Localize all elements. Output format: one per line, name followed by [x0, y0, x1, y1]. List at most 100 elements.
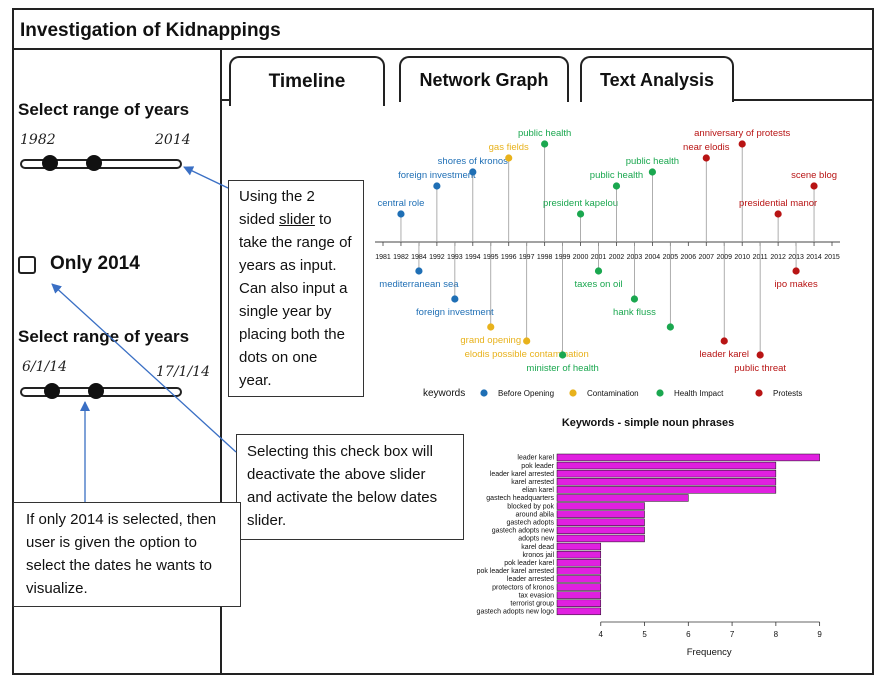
slider-note-text: Using the 2 sided — [239, 188, 315, 228]
tab-baseline — [222, 99, 230, 101]
bar — [556, 534, 645, 543]
bar — [556, 542, 602, 551]
timeline-event-point — [541, 140, 549, 148]
bar — [556, 550, 602, 559]
bar-category-label: pok leader — [521, 463, 554, 470]
timeline-legend-swatch — [656, 389, 664, 397]
timeline-event-point — [648, 168, 656, 176]
timeline-chart: 1981 1982 1984 1992 1993 1994 1995 1996 1997 1998… — [375, 128, 840, 399]
bar-category-label: pok leader karel arrested — [477, 568, 555, 575]
tab-timeline[interactable]: Timeline — [229, 56, 385, 106]
app-window — [12, 8, 874, 675]
bar — [556, 567, 602, 575]
bar — [556, 486, 777, 494]
bar — [556, 494, 689, 502]
year-min-label: 1982 — [20, 132, 56, 148]
date-range-slider[interactable] — [20, 383, 182, 399]
only-2014-label: Only 2014 — [50, 253, 140, 274]
timeline-legend-label: Before Opening — [498, 389, 554, 398]
bar — [556, 607, 602, 616]
bar-x-axis-label: Frequency — [687, 647, 732, 658]
bar — [556, 518, 645, 526]
year-max-label: 2014 — [155, 132, 191, 148]
bar-category-label: kronos jail — [522, 552, 554, 559]
timeline-year-label: 1982 — [393, 254, 409, 261]
timeline-event-label: gas fields — [489, 142, 529, 153]
year-slider-min-handle[interactable] — [42, 155, 58, 171]
timeline-event-point — [469, 168, 477, 176]
only-2014-checkbox[interactable] — [18, 256, 36, 274]
timeline-year-label: 1996 — [501, 254, 517, 261]
timeline-event-point — [487, 323, 495, 331]
slider-note-link: slider — [279, 211, 315, 228]
bar — [556, 453, 820, 462]
bar-category-label: gastech adopts — [507, 520, 555, 527]
timeline-event-label: minister of health — [526, 363, 598, 374]
bar — [556, 469, 777, 478]
timeline-event-point — [594, 267, 603, 275]
timeline-event-label: leader karel — [699, 349, 749, 360]
year-slider-max-handle[interactable] — [86, 155, 102, 171]
bar — [556, 478, 777, 486]
timeline-event-point — [397, 210, 405, 218]
timeline-event-point — [666, 323, 674, 331]
timeline-event-label: presidential manor — [739, 198, 817, 209]
bar-category-label: leader arrested — [507, 576, 554, 583]
timeline-year-label: 2006 — [681, 254, 697, 261]
tab-network-graph[interactable]: Network Graph — [399, 56, 569, 102]
checkbox-annotation: Selecting this check box will deactivate… — [236, 434, 464, 540]
bar-category-label: karel arrested — [511, 479, 554, 486]
bar-category-label: protectors of kronos — [492, 584, 554, 591]
tab-text-analysis[interactable]: Text Analysis — [580, 56, 734, 102]
timeline-legend-swatch — [569, 389, 577, 397]
timeline-event-point — [810, 182, 818, 190]
timeline-event-point — [792, 267, 800, 275]
bar — [556, 591, 602, 599]
timeline-event-label: foreign investment — [416, 307, 494, 318]
timeline-event-point — [738, 140, 746, 148]
timeline-year-label: 2015 — [824, 254, 840, 261]
date-slider-min-handle[interactable] — [44, 383, 60, 399]
timeline-event-label: grand opening — [460, 335, 521, 346]
tab-label: Network Graph — [419, 69, 549, 90]
slider-note-text: to take the range of years as input. Can… — [239, 211, 352, 389]
date-min-label: 6/1/14 — [22, 359, 68, 375]
timeline-legend-label: Protests — [773, 389, 802, 398]
bar-category-label: gastech adopts new logo — [477, 609, 555, 616]
timeline-year-label: 2004 — [645, 254, 661, 261]
timeline-legend-title: keywords — [423, 388, 465, 399]
bar — [556, 575, 602, 583]
timeline-event-label: public health — [590, 170, 643, 181]
bar-category-label: leader karel — [517, 455, 554, 462]
timeline-year-label: 1981 — [375, 254, 391, 261]
bar — [556, 599, 602, 607]
timeline-event-label: ipo makes — [774, 279, 818, 290]
timeline-event-label: near elodis — [683, 142, 730, 153]
timeline-event-label: public health — [518, 128, 571, 139]
timeline-event-point — [756, 351, 764, 359]
date-slider-max-handle[interactable] — [88, 383, 104, 399]
bar-x-tick-label: 9 — [817, 630, 822, 639]
title-bar — [12, 8, 874, 50]
bar-category-label: adopts new — [518, 536, 555, 543]
bar-x-tick-label: 7 — [730, 630, 735, 639]
bar-category-label: pok leader karel — [504, 560, 554, 567]
timeline-event-point — [576, 210, 585, 218]
keyword-bar-chart: Keywords - simple noun phrases leader kar… — [477, 417, 823, 658]
bar-category-label: blocked by pok — [507, 503, 554, 510]
timeline-event-label: anniversary of protests — [694, 128, 790, 139]
timeline-event-point — [523, 337, 531, 345]
timeline-event-point — [702, 154, 710, 162]
year-range-heading: Select range of years — [18, 100, 190, 119]
bar-category-label: around abila — [515, 511, 554, 518]
timeline-event-point — [612, 182, 621, 190]
bar-chart-title: Keywords - simple noun phrases — [562, 417, 734, 429]
timeline-event-label: central role — [377, 198, 424, 209]
bar — [556, 526, 645, 535]
timeline-event-point — [415, 267, 423, 275]
timeline-event-point — [630, 295, 639, 303]
year-range-slider[interactable] — [20, 155, 182, 171]
bar — [556, 510, 645, 518]
date-max-label: 17/1/14 — [156, 364, 210, 380]
app-title: Investigation of Kidnappings — [20, 20, 281, 41]
